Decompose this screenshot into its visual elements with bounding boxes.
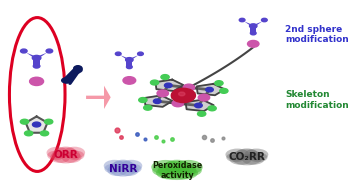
Circle shape	[215, 81, 223, 86]
Polygon shape	[155, 80, 183, 91]
Text: Skeleton
modification: Skeleton modification	[285, 90, 349, 110]
Circle shape	[206, 87, 213, 92]
Text: NiRR: NiRR	[109, 164, 137, 174]
Circle shape	[171, 88, 195, 103]
Circle shape	[115, 52, 121, 56]
Circle shape	[250, 31, 256, 35]
Ellipse shape	[109, 161, 137, 177]
Ellipse shape	[245, 149, 268, 160]
Ellipse shape	[67, 151, 84, 160]
Ellipse shape	[113, 160, 133, 171]
Circle shape	[30, 77, 44, 85]
Circle shape	[62, 78, 70, 83]
Ellipse shape	[171, 166, 198, 179]
Circle shape	[239, 18, 245, 22]
Circle shape	[247, 40, 259, 47]
Circle shape	[178, 92, 185, 96]
Circle shape	[46, 49, 53, 53]
Circle shape	[153, 99, 161, 104]
Circle shape	[250, 24, 257, 28]
Circle shape	[32, 55, 41, 60]
Ellipse shape	[231, 149, 263, 165]
Ellipse shape	[158, 161, 196, 180]
Circle shape	[126, 65, 132, 69]
Polygon shape	[251, 19, 266, 26]
Ellipse shape	[229, 154, 252, 165]
Ellipse shape	[226, 153, 245, 162]
Polygon shape	[33, 58, 40, 66]
Ellipse shape	[174, 160, 203, 174]
Ellipse shape	[225, 149, 249, 160]
Ellipse shape	[104, 160, 125, 172]
Circle shape	[21, 49, 27, 53]
Circle shape	[195, 103, 202, 108]
Ellipse shape	[152, 165, 175, 176]
Ellipse shape	[121, 160, 142, 172]
Polygon shape	[34, 50, 51, 58]
Ellipse shape	[249, 153, 268, 162]
Circle shape	[33, 64, 40, 68]
Text: Peroxidase
activity: Peroxidase activity	[152, 161, 202, 180]
Circle shape	[220, 88, 228, 93]
Polygon shape	[185, 100, 214, 111]
Ellipse shape	[56, 146, 76, 158]
Circle shape	[139, 98, 147, 102]
Ellipse shape	[104, 164, 121, 173]
Circle shape	[123, 77, 136, 84]
Ellipse shape	[124, 164, 142, 173]
Ellipse shape	[62, 152, 81, 163]
Polygon shape	[144, 95, 172, 107]
Polygon shape	[127, 53, 142, 60]
Ellipse shape	[46, 147, 68, 159]
Circle shape	[126, 58, 133, 62]
Ellipse shape	[156, 166, 183, 179]
Circle shape	[45, 119, 53, 124]
Ellipse shape	[119, 165, 139, 176]
Circle shape	[198, 111, 206, 116]
Circle shape	[157, 90, 169, 97]
Circle shape	[161, 75, 169, 80]
Text: 2nd sphere
modification: 2nd sphere modification	[285, 25, 349, 44]
Polygon shape	[116, 53, 132, 60]
Circle shape	[21, 119, 29, 124]
Circle shape	[183, 84, 195, 91]
Text: CO₂RR: CO₂RR	[228, 152, 266, 162]
Polygon shape	[126, 60, 132, 67]
Circle shape	[208, 106, 216, 111]
Circle shape	[262, 18, 267, 22]
Circle shape	[172, 100, 183, 107]
Ellipse shape	[50, 152, 70, 163]
Ellipse shape	[236, 148, 258, 160]
Polygon shape	[240, 19, 256, 26]
Circle shape	[24, 131, 33, 136]
Ellipse shape	[64, 147, 85, 159]
Ellipse shape	[164, 160, 190, 173]
Ellipse shape	[179, 165, 202, 176]
Circle shape	[138, 52, 143, 56]
Ellipse shape	[52, 147, 80, 163]
Text: ORR: ORR	[53, 150, 78, 160]
Circle shape	[198, 94, 210, 101]
Polygon shape	[197, 84, 225, 95]
Polygon shape	[22, 50, 39, 58]
Polygon shape	[250, 26, 256, 33]
Ellipse shape	[47, 151, 64, 160]
Ellipse shape	[107, 165, 127, 176]
Circle shape	[33, 122, 41, 127]
Circle shape	[74, 66, 82, 71]
Circle shape	[40, 131, 48, 136]
Ellipse shape	[151, 160, 180, 174]
Circle shape	[150, 80, 159, 85]
Polygon shape	[26, 116, 47, 133]
Circle shape	[165, 83, 172, 88]
Ellipse shape	[242, 154, 264, 165]
Circle shape	[144, 105, 152, 110]
